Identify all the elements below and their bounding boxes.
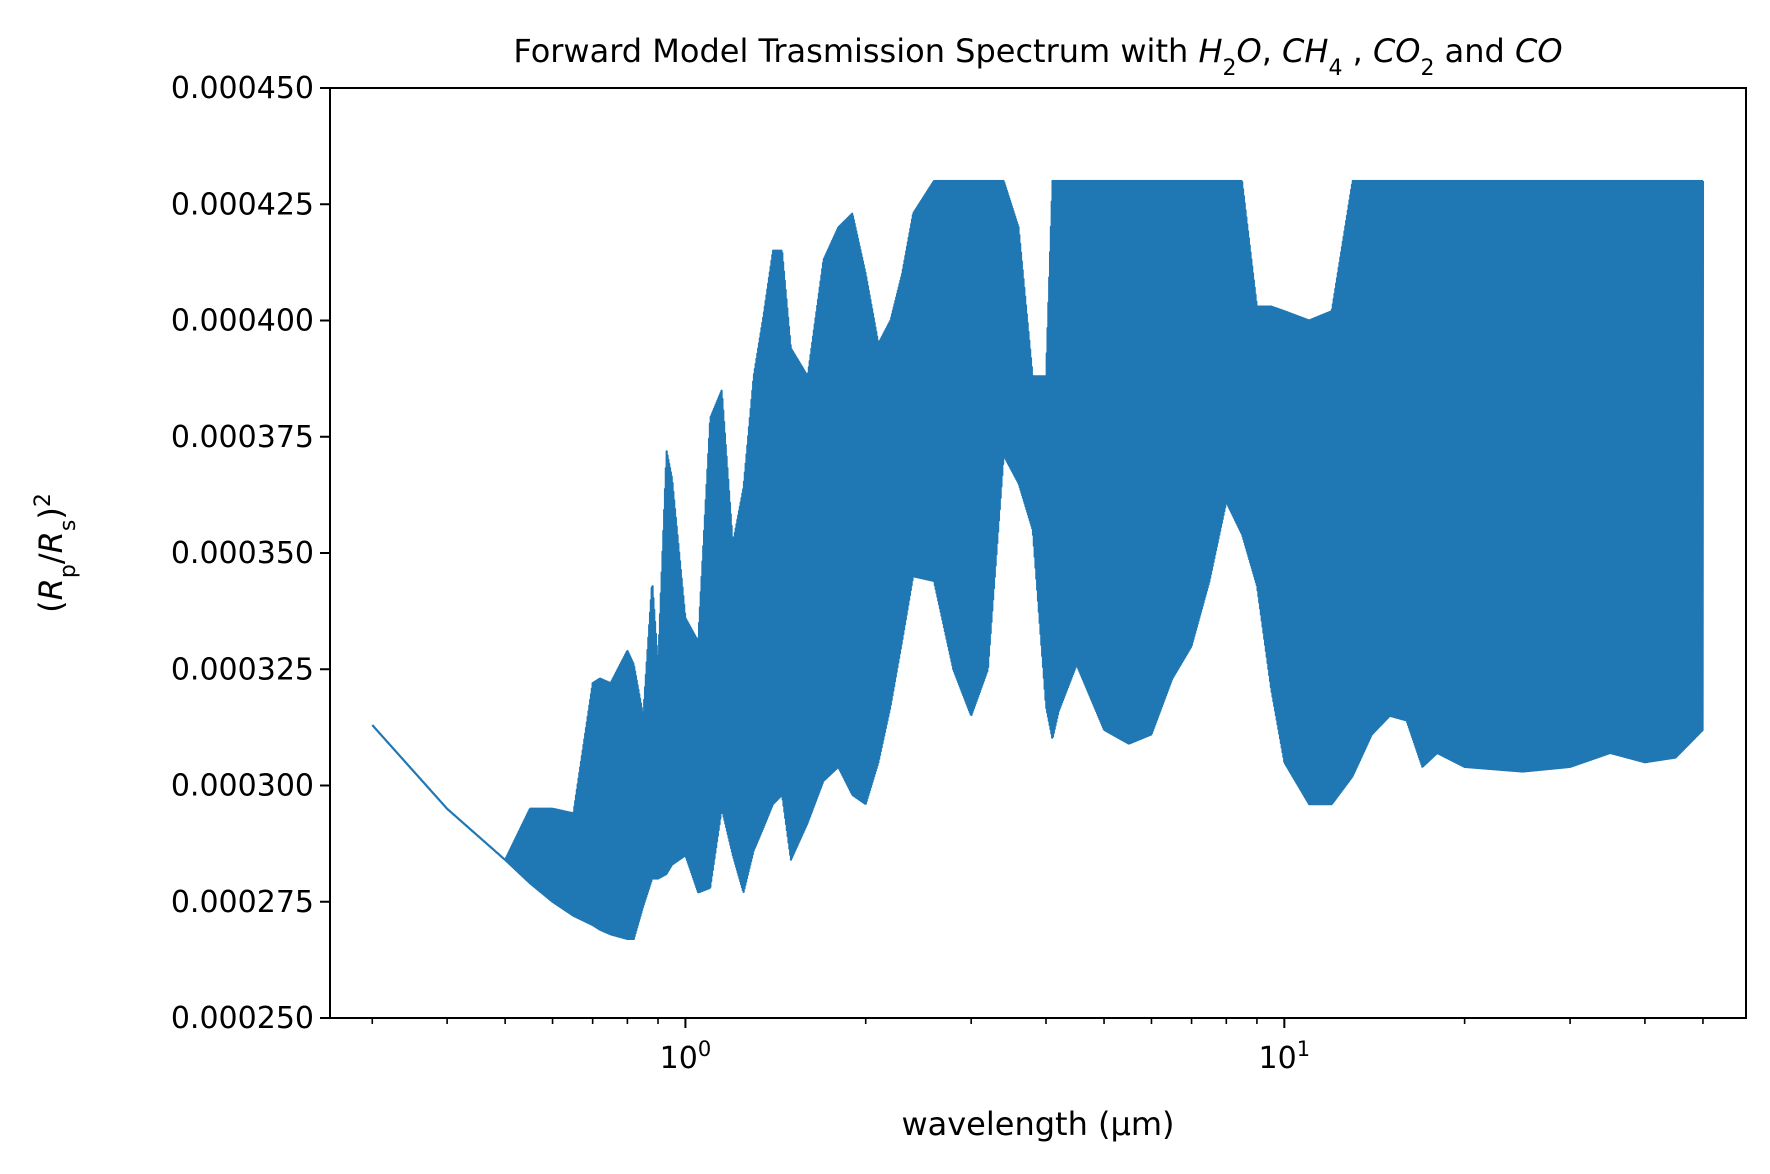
y-tick-label: 0.000400 (171, 304, 314, 339)
spectrum-line (371, 179, 1705, 941)
x-tick-label: 100 (660, 1037, 712, 1076)
y-tick-label: 0.000275 (171, 885, 314, 920)
y-axis: 0.000250 0.000275 0.000300 0.000325 0.000350… (171, 71, 330, 1036)
x-axis-label: wavelength (μm) (901, 1105, 1174, 1143)
x-tick-label: 101 (1259, 1037, 1311, 1076)
y-tick-label: 0.000325 (171, 652, 314, 687)
x-axis: 100 101 (371, 1018, 1704, 1076)
y-tick-label: 0.000350 (171, 536, 314, 571)
y-tick-label: 0.000375 (171, 420, 314, 455)
y-tick-label: 0.000300 (171, 769, 314, 804)
chart-title: Forward Model Trasmission Spectrum with … (513, 32, 1562, 81)
y-tick-label: 0.000450 (171, 71, 314, 106)
series-layer (371, 179, 1705, 941)
y-axis-label: (Rp/Rs)2 (31, 493, 81, 613)
y-tick-label: 0.000425 (171, 187, 314, 222)
y-tick-label: 0.000250 (171, 1001, 314, 1036)
plot-frame (329, 87, 1747, 1019)
